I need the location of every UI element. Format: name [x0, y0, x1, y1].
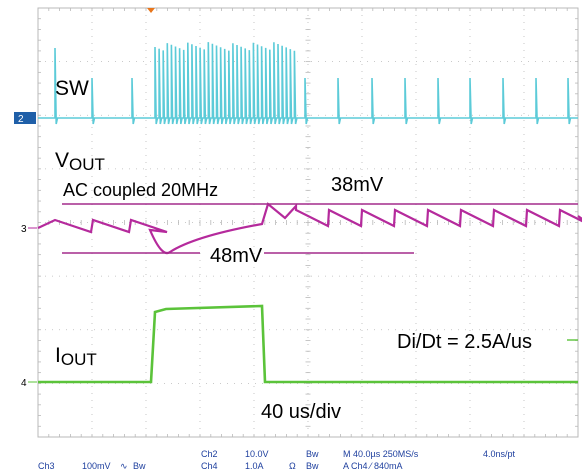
vout-label-main: V: [55, 149, 69, 172]
ch2-marker[interactable]: 2: [14, 112, 36, 125]
trigger-settings: A Ch4 ⁄ 840mA: [343, 461, 403, 471]
ch4-iout-trace: [38, 304, 578, 384]
undershoot-label: 48mV: [210, 245, 263, 267]
ch4-marker[interactable]: 4: [21, 378, 37, 389]
ch2-status-scale: 10.0V: [245, 449, 269, 459]
ch3-status-scale: 100mV: [82, 461, 111, 471]
ch4-status-label: Ch4: [201, 461, 218, 471]
vout-label-sub: OUT: [69, 155, 105, 174]
ch3-marker[interactable]: 3: [21, 224, 37, 235]
iout-label-sub: OUT: [61, 350, 97, 369]
sw-label: SW: [55, 77, 89, 100]
ch2-sw-trace: [38, 42, 578, 125]
overshoot-label: 38mV: [331, 174, 384, 196]
vout-label: VOUT: [55, 149, 105, 174]
ch2-marker-box: [14, 112, 36, 124]
iout-label: IOUT: [55, 344, 97, 369]
ch3-status-bw: Bw: [133, 461, 146, 471]
waveforms: [37, 42, 582, 384]
didt-label: Di/Dt = 2.5A/us: [397, 331, 532, 353]
horizontal-settings: M 40.0µs 250MS/s: [343, 449, 419, 459]
ch4-status-scale: 1.0A: [245, 461, 264, 471]
ch2-marker-label: 2: [18, 114, 24, 125]
ch3-vout-trace: [37, 202, 582, 255]
ch4-marker-label: 4: [21, 378, 27, 389]
ch2-status-bw: Bw: [306, 449, 319, 459]
ch3-marker-label: 3: [21, 224, 27, 235]
ch4-status-coupling: Ω: [289, 461, 296, 471]
ch4-status-bw: Bw: [306, 461, 319, 471]
ch2-marker-arrow: [32, 115, 36, 121]
graticule: [37, 7, 579, 438]
record-resolution: 4.0ns/pt: [483, 449, 516, 459]
ch3-status-label: Ch3: [38, 461, 55, 471]
trigger-position-marker[interactable]: [147, 8, 155, 13]
timebase-note: 40 us/div: [261, 401, 341, 423]
ch3-invert-icon: ∿: [120, 461, 128, 471]
iout-label-main: I: [55, 344, 61, 367]
ch2-status-label: Ch2: [201, 449, 218, 459]
ac-coupled-label: AC coupled 20MHz: [63, 180, 218, 200]
status-bar: Ch3 100mV ∿ Bw Ch2 10.0V Bw Ch4 1.0A Ω B…: [38, 449, 516, 471]
